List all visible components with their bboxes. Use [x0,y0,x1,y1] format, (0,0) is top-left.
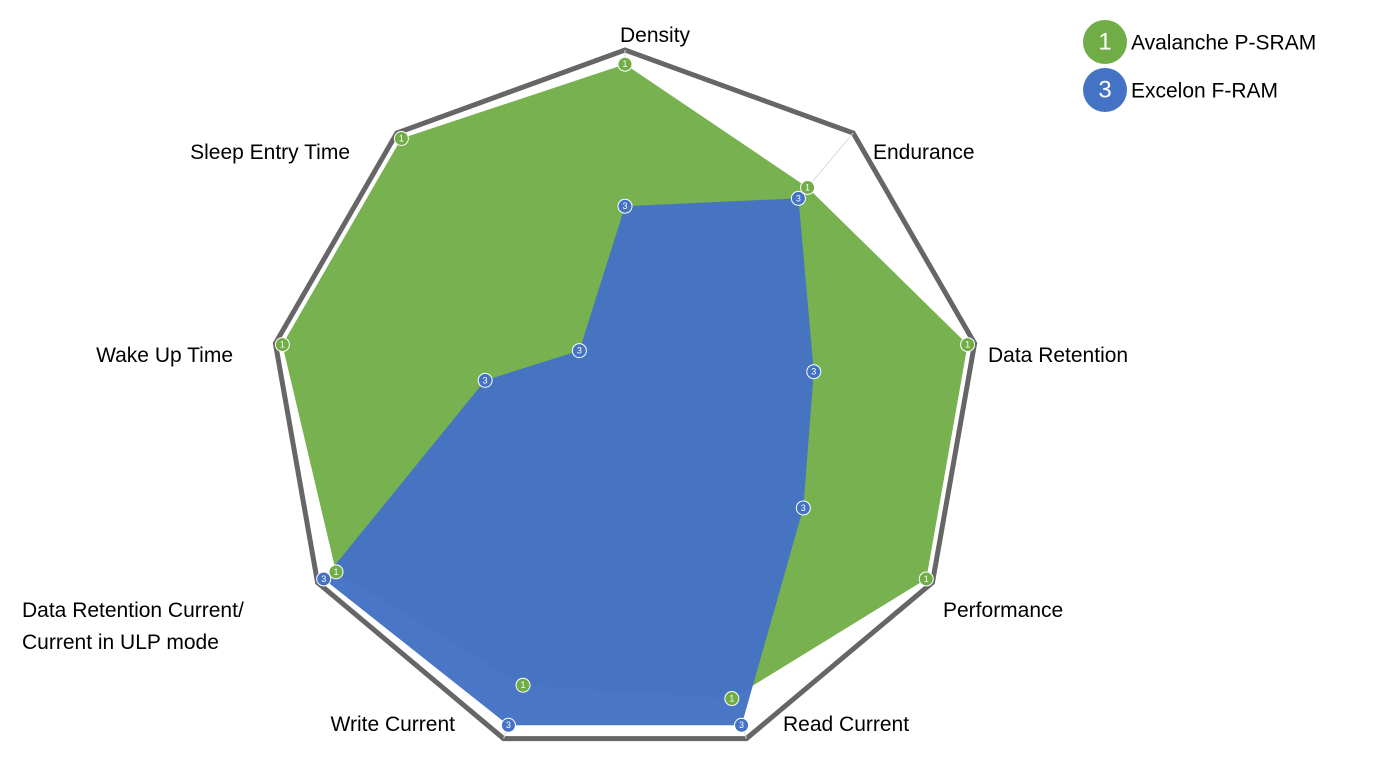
legend-label: Avalanche P-SRAM [1131,32,1316,55]
marker-label: 3 [796,193,801,203]
marker-label: 1 [924,574,929,584]
point-marker [274,337,290,353]
marker-label: 3 [622,201,627,211]
point-marker [617,56,633,72]
point-marker [571,343,587,359]
category-label: Performance [943,599,1064,622]
marker-label: 3 [577,346,582,356]
point-marker [316,571,332,587]
point-marker [806,364,822,380]
legend-marker [1083,20,1127,64]
legend-label: Excelon F-RAM [1131,80,1278,103]
point-marker [790,190,806,206]
category-label: Write Current [330,713,455,736]
category-label: Sleep Entry Time [190,141,350,164]
point-marker [617,198,633,214]
point-marker [500,717,516,733]
marker-label: 1 [333,567,338,577]
marker-label: 1 [729,694,734,704]
point-marker [515,677,531,693]
point-marker [918,571,934,587]
marker-label: 3 [321,574,326,584]
marker-label: 1 [521,680,526,690]
category-label: Data Retention Current/ Current in ULP m… [22,599,244,654]
point-marker [800,179,816,195]
marker-label: 1 [280,340,285,350]
point-marker [724,691,740,707]
marker-label: 1 [399,133,404,143]
point-marker [328,564,344,580]
marker-label: 3 [739,720,744,730]
marker-label: 3 [811,367,816,377]
category-label: Endurance [873,141,975,164]
marker-label: 3 [801,503,806,513]
marker-label: 3 [506,720,511,730]
series-area [323,198,814,726]
category-label: Read Current [783,713,910,736]
category-label: Density [620,24,691,47]
category-label: Data Retention [988,344,1129,367]
point-marker [477,372,493,388]
point-marker [795,500,811,516]
marker-label: 1 [805,182,810,192]
point-marker [393,130,409,146]
legend-marker [1083,68,1127,112]
category-label: Wake Up Time [96,344,233,367]
marker-label: 1 [622,59,627,69]
marker-label: 1 [965,340,970,350]
legend-marker-label: 1 [1098,29,1111,56]
marker-label: 3 [483,375,488,385]
point-marker [734,717,750,733]
legend-marker-label: 3 [1098,77,1111,104]
outer-ring [272,47,978,742]
point-marker [960,337,976,353]
